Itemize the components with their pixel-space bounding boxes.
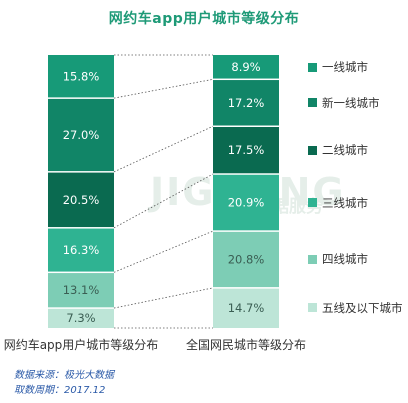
bar-segment-1-4 bbox=[213, 231, 279, 288]
legend-swatch bbox=[308, 303, 317, 313]
footer-source: 数据来源：极光大数据 bbox=[14, 370, 114, 381]
data-label-0-1: 27.0% bbox=[63, 128, 100, 142]
footer-period: 取数周期：2017.12 bbox=[14, 385, 106, 396]
data-label-0-2: 20.5% bbox=[63, 193, 100, 207]
chart-title: 网约车app用户城市等级分布 bbox=[108, 11, 300, 27]
legend-item-4: 四线城市 bbox=[308, 251, 368, 267]
legend-swatch bbox=[308, 198, 317, 208]
bar-segment-1-1 bbox=[213, 80, 279, 126]
bar-segment-1-2 bbox=[213, 127, 279, 174]
connector-line-3 bbox=[113, 173, 214, 229]
data-label-1-4: 20.8% bbox=[228, 252, 265, 266]
legend-item-1: 新一线城市 bbox=[308, 95, 380, 111]
legend-swatch bbox=[308, 145, 317, 155]
x-axis-label-1: 全国网民城市等级分布 bbox=[185, 338, 306, 352]
legend-item-5: 五线及以下城市 bbox=[308, 300, 403, 316]
data-label-1-5: 14.7% bbox=[228, 301, 265, 315]
data-label-0-5: 7.3% bbox=[66, 311, 95, 325]
data-label-1-1: 17.2% bbox=[228, 96, 265, 110]
bar-segment-0-0 bbox=[48, 55, 114, 98]
legend-label: 三线城市 bbox=[322, 195, 368, 210]
data-label-1-0: 8.9% bbox=[231, 60, 260, 74]
bar-segment-0-4 bbox=[48, 273, 114, 308]
legend-label: 新一线城市 bbox=[322, 95, 380, 110]
bar-segment-0-3 bbox=[48, 228, 114, 272]
connector-line-2 bbox=[113, 125, 214, 173]
connector-line-4 bbox=[113, 230, 214, 273]
legend-swatch bbox=[308, 254, 317, 264]
legend-label: 四线城市 bbox=[322, 252, 368, 267]
bar-segment-0-2 bbox=[48, 172, 114, 228]
legend-label: 二线城市 bbox=[322, 143, 368, 158]
legend-item-0: 一线城市 bbox=[308, 59, 368, 75]
legend-swatch bbox=[308, 98, 317, 108]
connector-line-1 bbox=[113, 78, 214, 99]
bar-segment-0-1 bbox=[48, 98, 114, 172]
bar-segment-1-5 bbox=[213, 288, 279, 328]
data-label-0-4: 13.1% bbox=[63, 283, 100, 297]
legend-label: 一线城市 bbox=[322, 60, 368, 75]
data-label-1-2: 17.5% bbox=[228, 143, 265, 157]
data-label-1-3: 20.9% bbox=[228, 196, 265, 210]
legend-item-2: 二线城市 bbox=[308, 142, 368, 158]
legend-swatch bbox=[308, 62, 317, 72]
legend-label: 五线及以下城市 bbox=[322, 300, 403, 315]
bar-segment-0-5 bbox=[48, 308, 114, 328]
legend: 一线城市新一线城市二线城市三线城市四线城市五线及以下城市 bbox=[308, 0, 408, 330]
bar-segment-1-0 bbox=[213, 55, 279, 79]
bar-segment-1-3 bbox=[213, 174, 279, 231]
data-label-0-3: 16.3% bbox=[63, 243, 100, 257]
data-label-0-0: 15.8% bbox=[63, 70, 100, 84]
connector-line-5 bbox=[113, 287, 214, 309]
x-axis-label-0: 网约车app用户城市等级分布 bbox=[3, 338, 159, 352]
legend-item-3: 三线城市 bbox=[308, 195, 368, 211]
